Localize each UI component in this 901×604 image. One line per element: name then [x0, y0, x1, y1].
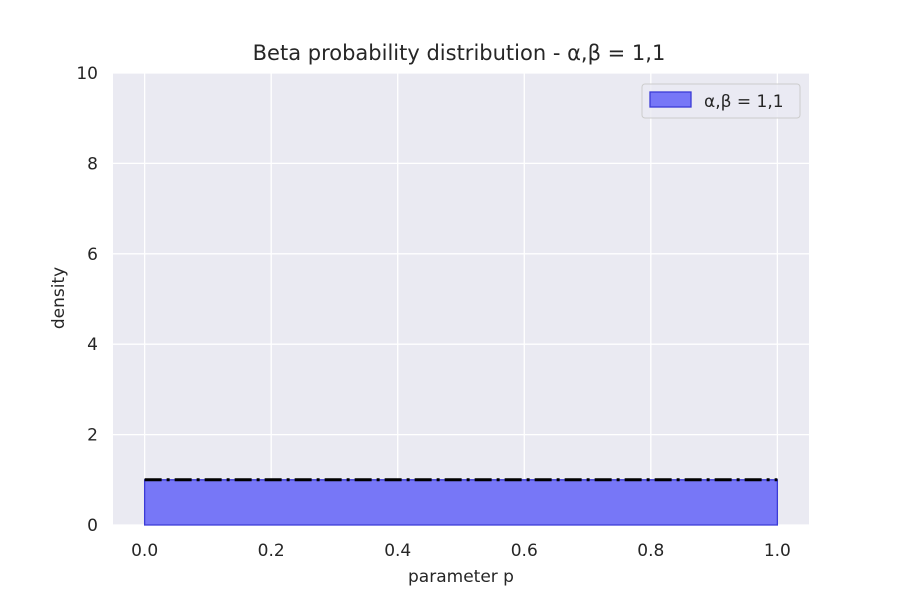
y-tick-label: 0	[87, 516, 98, 536]
y-tick-labels: 0 2 4 6 8 10	[76, 64, 98, 536]
y-tick-label: 10	[76, 64, 98, 84]
y-axis-label: density	[49, 267, 69, 329]
x-axis-label: parameter p	[408, 567, 514, 587]
y-tick-label: 4	[87, 335, 98, 355]
y-tick-label: 6	[87, 245, 98, 265]
x-tick-labels: 0.0 0.2 0.4 0.6 0.8 1.0	[131, 541, 791, 561]
x-tick-label: 0.8	[637, 541, 664, 561]
chart-title: Beta probability distribution - α,β = 1,…	[253, 41, 666, 65]
plot-background	[113, 73, 809, 525]
x-tick-label: 0.2	[258, 541, 285, 561]
series-layer	[143, 479, 779, 526]
legend-label: α,β = 1,1	[704, 92, 784, 112]
y-tick-label: 2	[87, 426, 98, 446]
x-tick-label: 1.0	[764, 541, 791, 561]
legend: α,β = 1,1	[641, 83, 801, 119]
x-tick-label: 0.4	[384, 541, 411, 561]
x-tick-label: 0.0	[131, 541, 158, 561]
legend-swatch	[649, 91, 692, 108]
series-area-0	[143, 479, 779, 526]
x-tick-label: 0.6	[511, 541, 538, 561]
y-tick-label: 8	[87, 154, 98, 174]
